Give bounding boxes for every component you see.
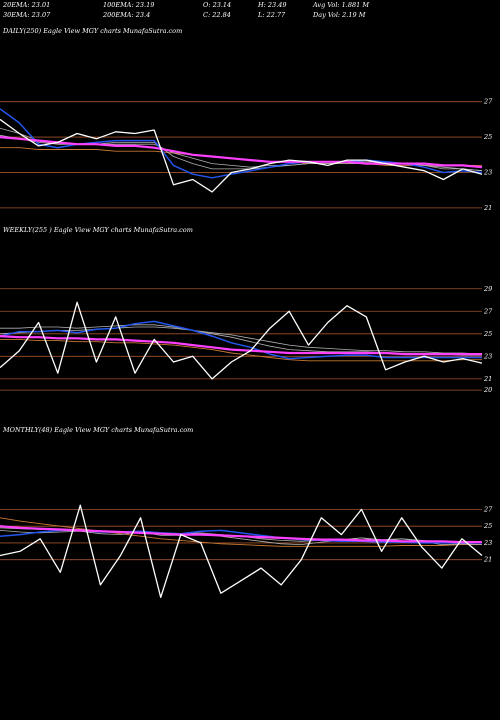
weekly-series-ema-blue [0,320,482,360]
daily-tick-label: 23 [483,168,492,176]
weekly-panel-title: WEEKLY(255 ) Eagle View MGY charts Munaf… [3,226,193,234]
weekly-series-ema-gray-2 [0,326,483,355]
stat-low: L: 22.77 [258,11,286,19]
weekly-series-ema-pink [0,335,482,356]
stat-close: C: 22.84 [203,11,231,19]
weekly-tick-label: 29 [483,285,492,293]
daily-tick-label: 25 [483,133,492,141]
stat-100ema: 100EMA: 23.19 [103,1,155,9]
daily-panel: 27 25 23 21 [0,98,493,212]
weekly-tick-label: 27 [483,307,493,315]
monthly-series-ema-pink [0,525,482,544]
monthly-panel-title: MONTHLY(48) Eagle View MGY charts Munafa… [3,426,194,434]
monthly-tick-label: 23 [483,539,492,547]
daily-series-price [0,118,483,193]
daily-panel-title: DAILY(250) Eagle View MGY charts MunafaS… [3,27,183,35]
weekly-tick-label: 20 [483,386,492,394]
weekly-tick-label: 25 [483,330,492,338]
weekly-tick-label: 21 [483,375,492,383]
daily-series-ema-pink [0,136,483,169]
monthly-series-ema-brown [0,517,482,547]
monthly-tick-label: 21 [483,556,492,564]
stat-day-vol: Day Vol: 2.19 M [313,11,366,19]
stat-30ema: 30EMA: 23.07 [3,11,51,19]
weekly-panel: 29 27 25 23 21 20 [0,285,493,394]
monthly-tick-label: 25 [483,522,492,530]
weekly-series-price [0,301,483,380]
stat-avg-vol: Avg Vol: 1.881 M [313,1,370,9]
monthly-tick-label: 27 [483,505,493,513]
monthly-panel: 27 25 23 21 [0,504,493,599]
stat-open: O: 23.14 [203,1,232,9]
weekly-tick-label: 23 [483,352,492,360]
stat-200ema: 200EMA: 23.4 [103,11,151,19]
stat-20ema: 20EMA: 23.01 [3,1,51,9]
daily-tick-label: 21 [483,204,492,212]
monthly-series-price [0,504,483,599]
daily-tick-label: 27 [483,98,493,106]
stat-high: H: 23.49 [258,1,287,9]
weekly-series-ema-brown [0,338,482,362]
